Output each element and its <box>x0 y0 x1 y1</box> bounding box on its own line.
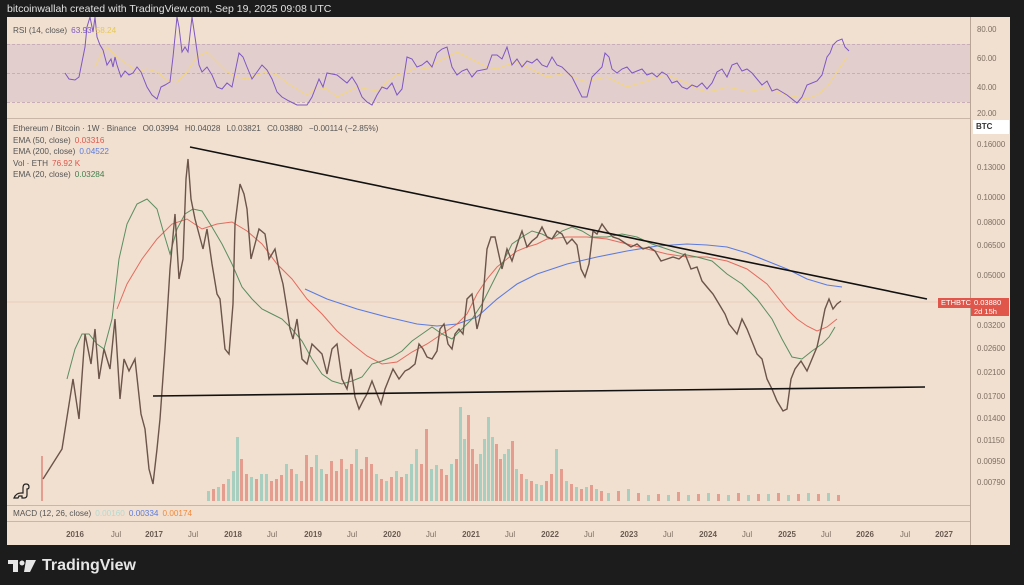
price-y-tick: 0.02600 <box>977 344 1006 353</box>
price-line <box>42 158 842 485</box>
x-tick: Jul <box>899 530 911 539</box>
x-tick: 2024 <box>699 530 717 539</box>
ema50-value: 0.03316 <box>74 135 105 145</box>
ohlc-high: H0.04028 <box>184 124 221 133</box>
x-tick: 2026 <box>856 530 874 539</box>
rsi-lower-line <box>7 102 970 103</box>
ema20-legend[interactable]: EMA (20, close) 0.03284 <box>13 169 382 181</box>
ema20-label: EMA (20, close) <box>13 170 71 179</box>
tradingview-dino-icon <box>13 483 30 499</box>
support-trendline <box>152 386 926 397</box>
ema200-legend[interactable]: EMA (200, close) 0.04522 <box>13 146 382 158</box>
price-axis[interactable]: 80.00 60.00 40.00 20.00 BTC 0.16000 0.13… <box>938 17 1011 545</box>
macd-legend: MACD (12, 26, close) 0.00160 0.00334 0.0017… <box>13 508 196 520</box>
rsi-y-tick: 60.00 <box>977 54 997 63</box>
macd-signal-value: 0.00334 <box>128 509 159 518</box>
volume-value: 76.92 K <box>52 158 81 168</box>
ohlc-open: O0.03994 <box>142 124 179 133</box>
x-tick: 2016 <box>66 530 84 539</box>
rsi-value: 63.93 <box>71 26 92 35</box>
x-tick: Jul <box>266 530 278 539</box>
tradingview-brand-text: TradingView <box>42 557 136 574</box>
x-tick: Jul <box>504 530 516 539</box>
price-y-tick: 0.00950 <box>977 457 1006 466</box>
rsi-ma-value: 58.24 <box>95 26 117 35</box>
ema50-label: EMA (50, close) <box>13 135 71 145</box>
ema20-line <box>66 198 836 385</box>
ohlc-change: −0.00114 (−2.85%) <box>308 124 379 133</box>
ema50-legend[interactable]: EMA (50, close) 0.03316 <box>13 135 382 147</box>
main-price-pane[interactable]: Ethereum / Bitcoin · 1W · Binance O0.039… <box>7 119 970 506</box>
x-tick: 2027 <box>935 530 953 539</box>
price-y-tick: 0.02100 <box>977 368 1006 377</box>
price-y-tick: 0.05000 <box>977 271 1006 280</box>
chart-panel[interactable]: RSI (14, close) 63.93 58.24 <box>7 17 1010 545</box>
x-tick: Jul <box>346 530 358 539</box>
time-axis[interactable]: 2016 Jul 2017 Jul 2018 Jul 2019 Jul 2020… <box>7 522 970 545</box>
price-y-tick: 0.01150 <box>977 436 1005 445</box>
attribution-text: bitcoinwallah created with TradingView.c… <box>7 3 332 15</box>
price-y-tick: 0.13000 <box>977 163 1006 172</box>
symbol-title: Ethereum / Bitcoin · 1W · Binance <box>13 124 137 133</box>
macd-pane[interactable]: MACD (12, 26, close) 0.00160 0.00334 0.0017… <box>7 506 970 522</box>
volume-label: Vol · ETH <box>13 158 49 168</box>
tradingview-logo[interactable]: TradingView <box>8 556 136 576</box>
price-y-tick: 0.01400 <box>977 414 1006 423</box>
symbol-price-tag: ETHBTC <box>938 298 974 308</box>
volume-legend[interactable]: Vol · ETH 76.92 K <box>13 158 382 170</box>
currency-button[interactable]: BTC <box>973 120 1009 134</box>
x-tick: 2020 <box>383 530 401 539</box>
macd-value: 0.00160 <box>95 509 125 518</box>
rsi-y-tick: 20.00 <box>977 109 997 118</box>
resistance-trendline <box>189 146 928 300</box>
x-tick: 2023 <box>620 530 638 539</box>
x-tick: 2022 <box>541 530 559 539</box>
price-y-tick: 0.10000 <box>977 193 1006 202</box>
rsi-label: RSI (14, close) <box>13 26 68 35</box>
macd-label: MACD (12, 26, close) <box>13 509 92 518</box>
x-tick: 2018 <box>224 530 242 539</box>
x-tick: Jul <box>820 530 832 539</box>
x-tick: 2017 <box>145 530 163 539</box>
tradingview-logo-icon <box>8 560 36 572</box>
main-legend: Ethereum / Bitcoin · 1W · Binance O0.039… <box>13 123 382 181</box>
price-y-tick: 0.03200 <box>977 321 1006 330</box>
x-tick: 2019 <box>304 530 322 539</box>
rsi-pane[interactable]: RSI (14, close) 63.93 58.24 <box>7 17 970 119</box>
x-tick: Jul <box>662 530 674 539</box>
ema200-value: 0.04522 <box>79 147 109 156</box>
rsi-y-tick: 80.00 <box>977 25 997 34</box>
x-tick: Jul <box>425 530 437 539</box>
volume-bars <box>41 407 840 501</box>
price-y-tick: 0.06500 <box>977 241 1006 250</box>
bar-countdown: 2d 15h <box>974 307 997 316</box>
ema20-value: 0.03284 <box>74 170 105 179</box>
ohlc-low: L0.03821 <box>226 124 261 133</box>
macd-hist-value: 0.00174 <box>162 509 193 518</box>
rsi-mid-line <box>7 73 970 74</box>
ema200-label: EMA (200, close) <box>13 147 76 156</box>
price-y-tick: 0.00790 <box>977 478 1006 487</box>
ema200-line <box>304 243 843 327</box>
x-tick: Jul <box>187 530 199 539</box>
price-y-tick: 0.01700 <box>977 392 1006 401</box>
x-tick: Jul <box>110 530 122 539</box>
price-plot <box>7 146 970 501</box>
price-y-tick: 0.08000 <box>977 218 1006 227</box>
x-tick: 2021 <box>462 530 480 539</box>
ohlc-close: C0.03880 <box>267 124 303 133</box>
price-y-tick: 0.16000 <box>977 140 1006 149</box>
last-price-tag: 0.03880 2d 15h <box>971 298 1009 316</box>
x-tick: Jul <box>741 530 753 539</box>
rsi-upper-line <box>7 44 970 45</box>
rsi-legend: RSI (14, close) 63.93 58.24 <box>13 25 120 37</box>
rsi-y-tick: 40.00 <box>977 83 997 92</box>
x-tick: Jul <box>583 530 595 539</box>
symbol-ohlc-row: Ethereum / Bitcoin · 1W · Binance O0.039… <box>13 123 382 135</box>
x-tick: 2025 <box>778 530 796 539</box>
rsi-plot <box>64 17 850 106</box>
last-price-value: 0.03880 <box>974 298 1002 307</box>
